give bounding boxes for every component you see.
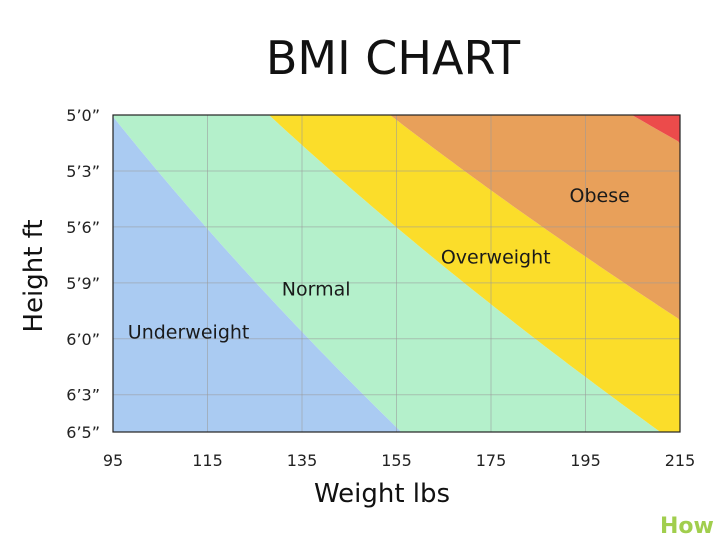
y-tick-label: 6’5” — [66, 423, 100, 442]
region-overweight — [269, 115, 680, 432]
x-tick-label: 115 — [192, 451, 223, 470]
region-underweight — [113, 115, 402, 432]
region-normal — [113, 115, 661, 432]
bmi-regions — [113, 115, 680, 432]
source-watermark: 知乎 @对方已拒绝 — [528, 500, 669, 520]
x-axis-title: Weight lbs — [314, 479, 450, 509]
gridlines — [113, 115, 680, 432]
x-axis-ticks: 95 115 135 155 175 195 215 — [103, 451, 695, 470]
region-labels: Underweight Normal Overweight Obese — [128, 185, 630, 343]
y-axis-title: Height ft — [19, 219, 49, 332]
x-tick-label: 135 — [287, 451, 318, 470]
region-label-underweight: Underweight — [128, 321, 250, 343]
region-label-normal: Normal — [282, 278, 351, 300]
y-tick-label: 6’0” — [66, 330, 100, 349]
y-tick-label: 5’3” — [66, 162, 100, 181]
chart-title: BMI CHART — [266, 31, 521, 85]
region-label-obese: Obese — [570, 185, 630, 207]
y-tick-label: 5’9” — [66, 274, 100, 293]
y-tick-label: 5’6” — [66, 218, 100, 237]
y-tick-label: 6’3” — [66, 386, 100, 405]
y-tick-label: 5’0” — [66, 106, 100, 125]
plot-frame — [112, 114, 681, 433]
x-tick-label: 195 — [570, 451, 601, 470]
x-tick-label: 95 — [103, 451, 123, 470]
region-obese — [390, 115, 680, 432]
x-tick-label: 155 — [381, 451, 412, 470]
region-label-overweight: Overweight — [441, 247, 551, 269]
x-tick-label: 215 — [665, 451, 696, 470]
y-axis-ticks: 5’0” 5’3” 5’6” 5’9” 6’0” 6’3” 6’5” — [66, 106, 100, 442]
x-tick-label: 175 — [476, 451, 507, 470]
wikihow-logo-wiki: wiki — [611, 513, 663, 539]
wikihow-logo-how: How — [660, 514, 714, 539]
